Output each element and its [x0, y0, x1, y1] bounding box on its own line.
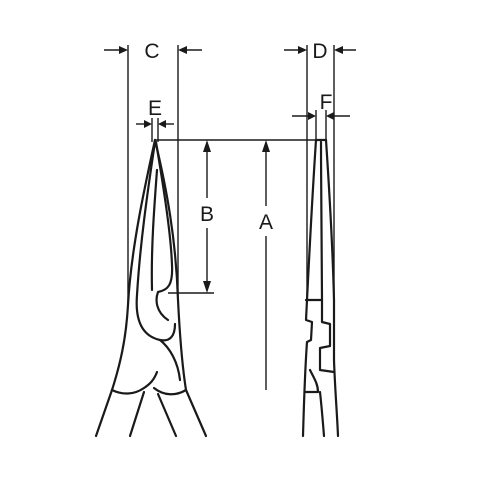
dimension-b: B — [168, 140, 214, 294]
dim-label-c: C — [144, 40, 159, 63]
front-jaw-outer-left — [110, 138, 157, 392]
dim-e-arrow-left — [144, 120, 152, 128]
pliers-front-view — [94, 138, 208, 438]
dim-b-arrow-bottom — [203, 281, 211, 293]
pliers-side-view — [301, 138, 340, 438]
dim-c-arrow-right — [178, 46, 187, 54]
dim-label-b: B — [200, 203, 214, 226]
dimension-a: A — [259, 140, 273, 390]
dim-b-arrow-top — [203, 140, 211, 152]
dimension-f: F — [292, 91, 350, 140]
front-handle-left — [94, 388, 114, 438]
side-profile-left — [301, 138, 318, 438]
front-pivot-relief — [158, 338, 182, 382]
dim-d-arrow-right — [334, 46, 343, 54]
dim-f-arrow-right — [326, 112, 334, 120]
front-handle-right — [184, 388, 208, 438]
side-joint-box — [304, 298, 336, 374]
dim-a-arrow-top — [262, 140, 270, 152]
side-center-ridge — [319, 140, 324, 302]
dim-label-f: F — [320, 91, 333, 114]
front-handle-left-inner — [128, 390, 146, 438]
dimension-d: D — [284, 40, 356, 300]
front-jaw-slit — [150, 168, 159, 292]
dimension-e: E — [136, 97, 174, 142]
front-pivot-left — [110, 370, 159, 395]
front-jaw-inner-right — [154, 140, 174, 322]
side-profile-right — [324, 138, 340, 438]
front-pivot-right — [152, 386, 188, 396]
side-joint-lower — [304, 368, 320, 394]
dim-e-arrow-right — [158, 120, 166, 128]
dim-label-a: A — [259, 211, 273, 234]
dim-c-arrow-left — [119, 46, 128, 54]
dim-label-d: D — [312, 40, 327, 63]
side-handle-line — [318, 390, 326, 438]
dimension-c: C — [104, 40, 202, 305]
front-handle-right-inner — [156, 392, 178, 438]
dim-label-e: E — [148, 97, 162, 120]
dim-d-arrow-left — [298, 46, 307, 54]
front-jaw-inner-left — [135, 140, 177, 342]
dim-f-arrow-left — [308, 112, 316, 120]
